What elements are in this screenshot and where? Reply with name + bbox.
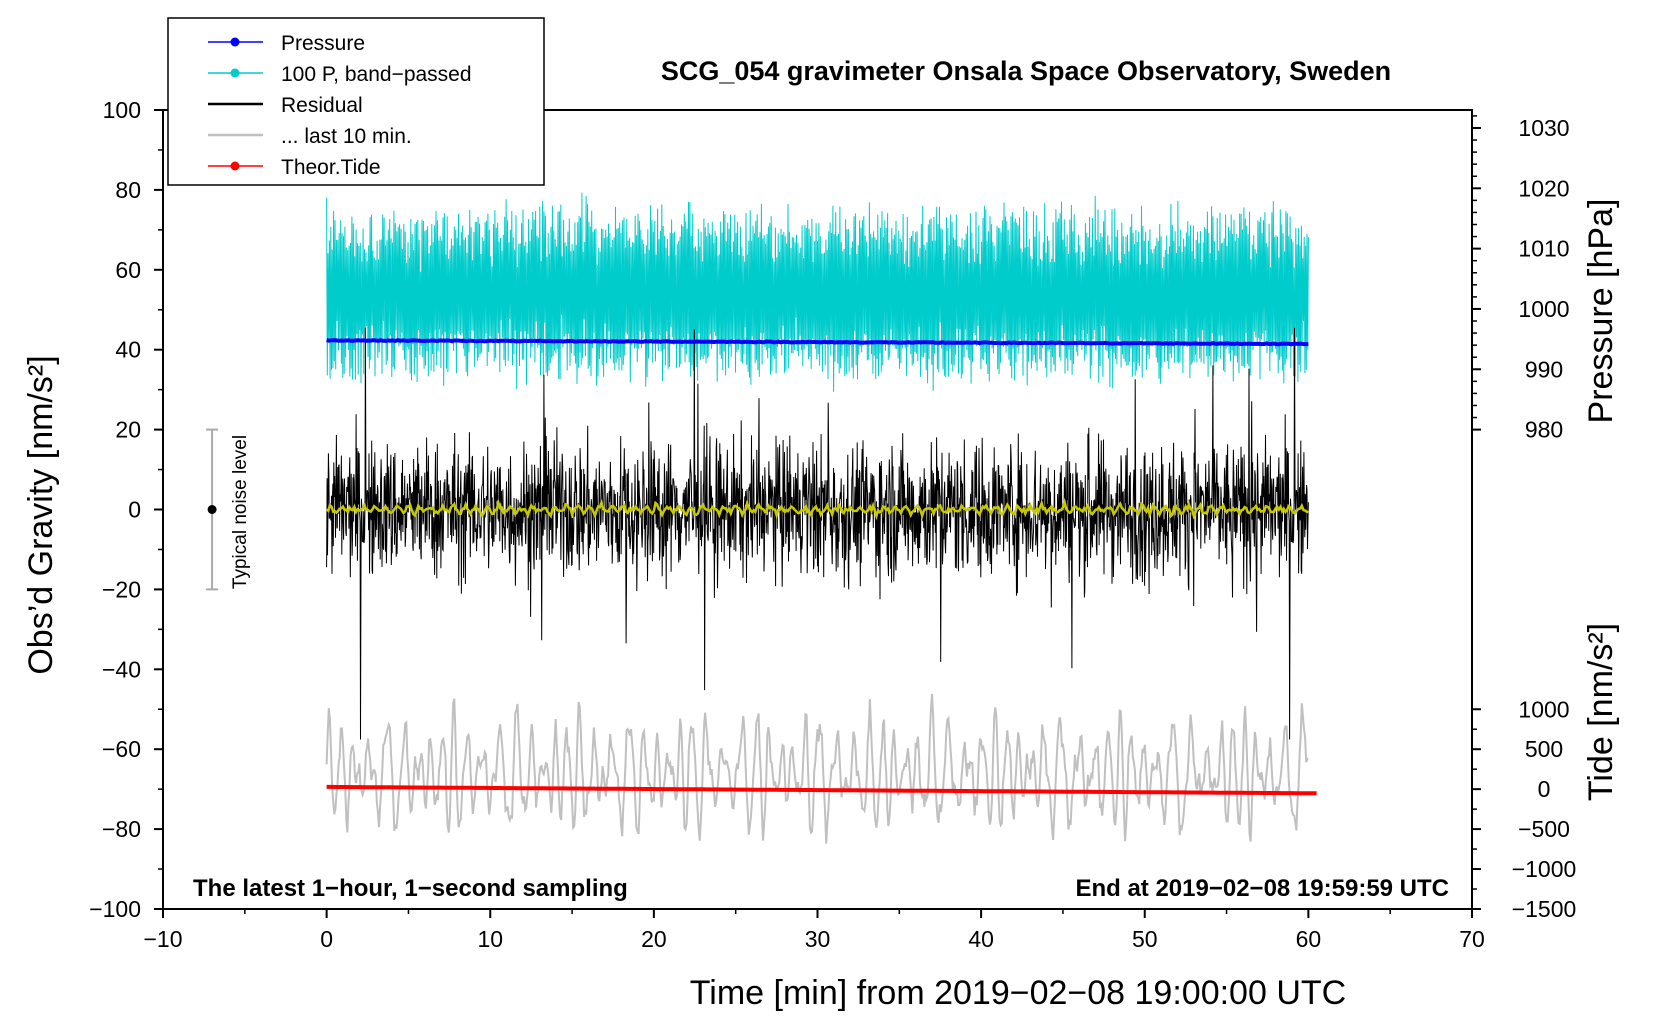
legend-swatch-dot: [230, 37, 240, 47]
pressure-axis-title: Pressure [hPa]: [1582, 199, 1620, 424]
y-tick-label-left: −80: [102, 816, 141, 842]
legend-swatch-dot: [230, 68, 240, 78]
legend-label: ... last 10 min.: [281, 125, 412, 148]
pressure-tick-label: 1010: [1518, 236, 1569, 262]
legend-label: Residual: [281, 94, 363, 117]
tide-tick-label: 1000: [1518, 696, 1569, 722]
tide-axis-title: Tide [nm/s²]: [1582, 623, 1620, 801]
legend-swatch-dot: [230, 161, 240, 171]
noise-level-label: Typical noise level: [230, 435, 251, 589]
pressure-tick-label: 1000: [1518, 296, 1569, 322]
x-tick-label: −10: [143, 926, 182, 952]
tide-tick-label: −500: [1518, 816, 1570, 842]
y-axis-title-left: Obs’d Gravity [nm/s²]: [22, 355, 60, 674]
chart-title: SCG_054 gravimeter Onsala Space Observat…: [661, 56, 1391, 86]
tide-tick-label: −1500: [1512, 896, 1577, 922]
traces: [325, 192, 1317, 844]
plot-area: [206, 192, 1317, 844]
y-tick-label-left: −100: [89, 896, 141, 922]
x-tick-label: 0: [320, 926, 333, 952]
x-tick-label: 50: [1132, 926, 1158, 952]
y-tick-label-left: 20: [115, 417, 141, 443]
annotation-right: End at 2019−02−08 19:59:59 UTC: [1075, 875, 1449, 902]
tide-tick-label: 500: [1525, 736, 1563, 762]
pressure-tick-label: 1030: [1518, 115, 1569, 141]
legend: Pressure 100 P, band−passed Residual ... la…: [167, 17, 545, 186]
x-axis-title: Time [min] from 2019−02−08 19:00:00 UTC: [690, 974, 1346, 1012]
legend-label: Pressure: [281, 32, 365, 55]
series-residual: [326, 327, 1309, 740]
pressure-tick-label: 980: [1525, 417, 1563, 443]
y-tick-label-left: −60: [102, 736, 141, 762]
axes: −10 0 10 20 30 40 50 60 70−100−80−60−40−20020406…: [89, 97, 1576, 952]
legend-label: Theor.Tide: [281, 156, 381, 179]
noise-bar-center: [207, 505, 217, 514]
y-tick-label-left: 40: [115, 337, 141, 363]
x-tick-label: 60: [1296, 926, 1322, 952]
y-tick-label-left: 100: [103, 97, 141, 123]
x-tick-label: 10: [477, 926, 503, 952]
pressure-tick-label: 1020: [1518, 175, 1569, 201]
series-residual-smoothed: [325, 497, 1309, 521]
series-theor-tide: [326, 784, 1317, 796]
annotation-left: The latest 1−hour, 1−second sampling: [193, 875, 628, 902]
pressure-tick-label: 990: [1525, 356, 1563, 382]
legend-box: [167, 17, 545, 186]
tide-tick-label: 0: [1538, 776, 1551, 802]
tide-tick-label: −1000: [1512, 856, 1577, 882]
x-tick-label: 30: [805, 926, 831, 952]
y-tick-label-left: −20: [102, 576, 141, 602]
y-tick-label-left: 60: [115, 257, 141, 283]
x-tick-label: 70: [1459, 926, 1485, 952]
series-pressure: [326, 338, 1309, 347]
series-last-10-min: [325, 693, 1309, 844]
y-tick-label-left: 80: [115, 177, 141, 203]
x-tick-label: 40: [968, 926, 994, 952]
y-tick-label-left: 0: [128, 497, 141, 523]
series-100p-band-passed: [326, 192, 1309, 392]
y-tick-label-left: −40: [102, 656, 141, 682]
legend-label: 100 P, band−passed: [281, 63, 472, 86]
x-tick-label: 20: [641, 926, 667, 952]
